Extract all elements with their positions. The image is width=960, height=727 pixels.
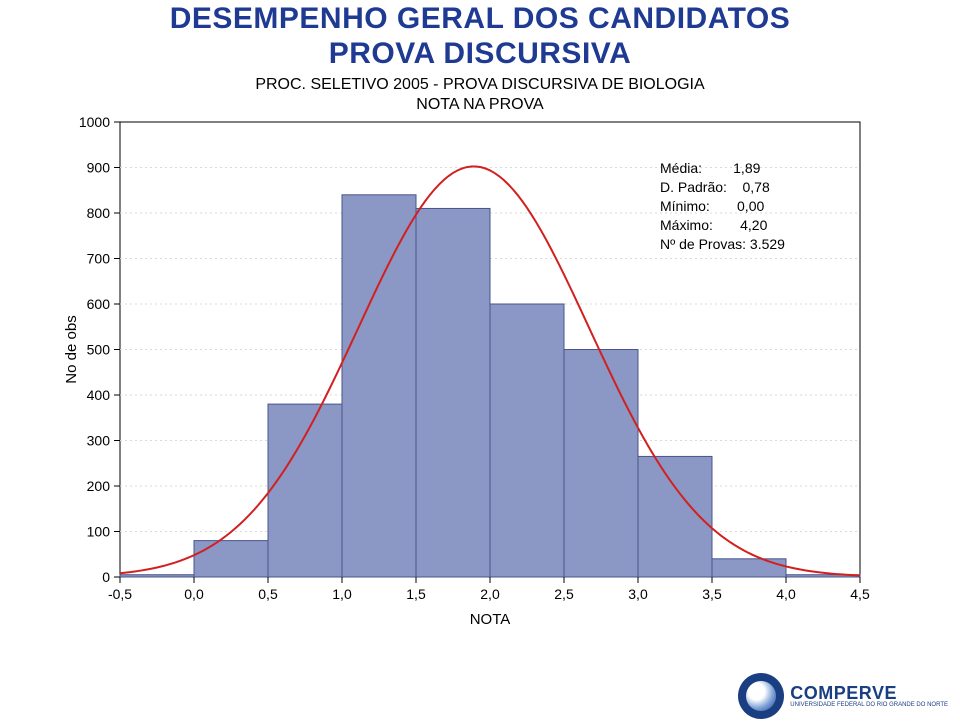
ytick-label: 1000 [79, 114, 110, 130]
ytick-label: 800 [87, 205, 111, 221]
ytick-label: 300 [87, 433, 111, 449]
xtick-label: 3,0 [628, 586, 648, 602]
ytick-label: 500 [87, 342, 111, 358]
stat-row: Média: 1,89 [660, 159, 785, 178]
bar [564, 350, 638, 578]
subtitle-line1: PROC. SELETIVO 2005 - PROVA DISCURSIVA D… [255, 76, 704, 93]
xtick-label: 1,5 [406, 586, 426, 602]
logo-text: COMPERVE UNIVERSIDADE FEDERAL DO RIO GRA… [790, 684, 948, 708]
bar [120, 575, 194, 577]
ytick-label: 600 [87, 296, 111, 312]
logo: COMPERVE UNIVERSIDADE FEDERAL DO RIO GRA… [738, 673, 948, 719]
chart-subtitle: PROC. SELETIVO 2005 - PROVA DISCURSIVA D… [0, 75, 960, 115]
xtick-label: 4,5 [850, 586, 870, 602]
xtick-label: -0,5 [108, 586, 132, 602]
stat-row: Máximo: 4,20 [660, 216, 785, 235]
logo-sub: UNIVERSIDADE FEDERAL DO RIO GRANDE DO NO… [790, 702, 948, 708]
page-title: DESEMPENHO GERAL DOS CANDIDATOS PROVA DI… [0, 2, 960, 71]
xtick-label: 2,0 [480, 586, 500, 602]
logo-brand: COMPERVE [790, 684, 948, 702]
xtick-label: 0,5 [258, 586, 278, 602]
ytick-label: 0 [102, 569, 110, 585]
xtick-label: 1,0 [332, 586, 352, 602]
stats-box: Média: 1,89D. Padrão: 0,78Mínimo: 0,00Má… [660, 159, 785, 253]
title-line2: PROVA DISCURSIVA [329, 37, 631, 70]
bar [490, 304, 564, 577]
ylabel: No de obs [63, 315, 80, 383]
title-line1: DESEMPENHO GERAL DOS CANDIDATOS [170, 2, 791, 35]
ytick-label: 200 [87, 478, 111, 494]
stat-row: Nº de Provas: 3.529 [660, 235, 785, 254]
ytick-label: 100 [87, 524, 111, 540]
ytick-label: 700 [87, 251, 111, 267]
bar [712, 559, 786, 577]
bar [342, 195, 416, 577]
bar [194, 541, 268, 577]
ytick-label: 900 [87, 160, 111, 176]
subtitle-line2: NOTA NA PROVA [416, 96, 543, 113]
logo-icon [738, 673, 784, 719]
bar [416, 208, 490, 577]
bar [268, 404, 342, 577]
xlabel: NOTA [470, 611, 511, 628]
stat-row: D. Padrão: 0,78 [660, 178, 785, 197]
xtick-label: 2,5 [554, 586, 574, 602]
ytick-label: 400 [87, 387, 111, 403]
xtick-label: 3,5 [702, 586, 722, 602]
stat-row: Mínimo: 0,00 [660, 197, 785, 216]
xtick-label: 0,0 [184, 586, 204, 602]
xtick-label: 4,0 [776, 586, 796, 602]
